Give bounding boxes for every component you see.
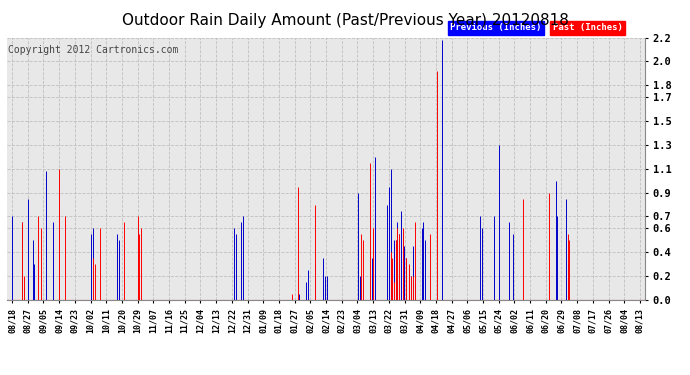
Text: Copyright 2012 Cartronics.com: Copyright 2012 Cartronics.com xyxy=(8,45,179,56)
Text: Previous (Inches): Previous (Inches) xyxy=(451,23,542,32)
Text: Past (Inches): Past (Inches) xyxy=(553,23,622,32)
Text: Outdoor Rain Daily Amount (Past/Previous Year) 20120818: Outdoor Rain Daily Amount (Past/Previous… xyxy=(121,13,569,28)
